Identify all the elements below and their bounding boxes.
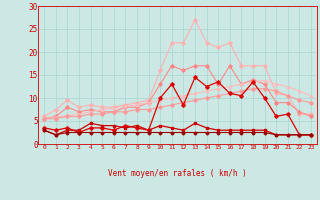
X-axis label: Vent moyen/en rafales ( km/h ): Vent moyen/en rafales ( km/h ) xyxy=(108,169,247,178)
